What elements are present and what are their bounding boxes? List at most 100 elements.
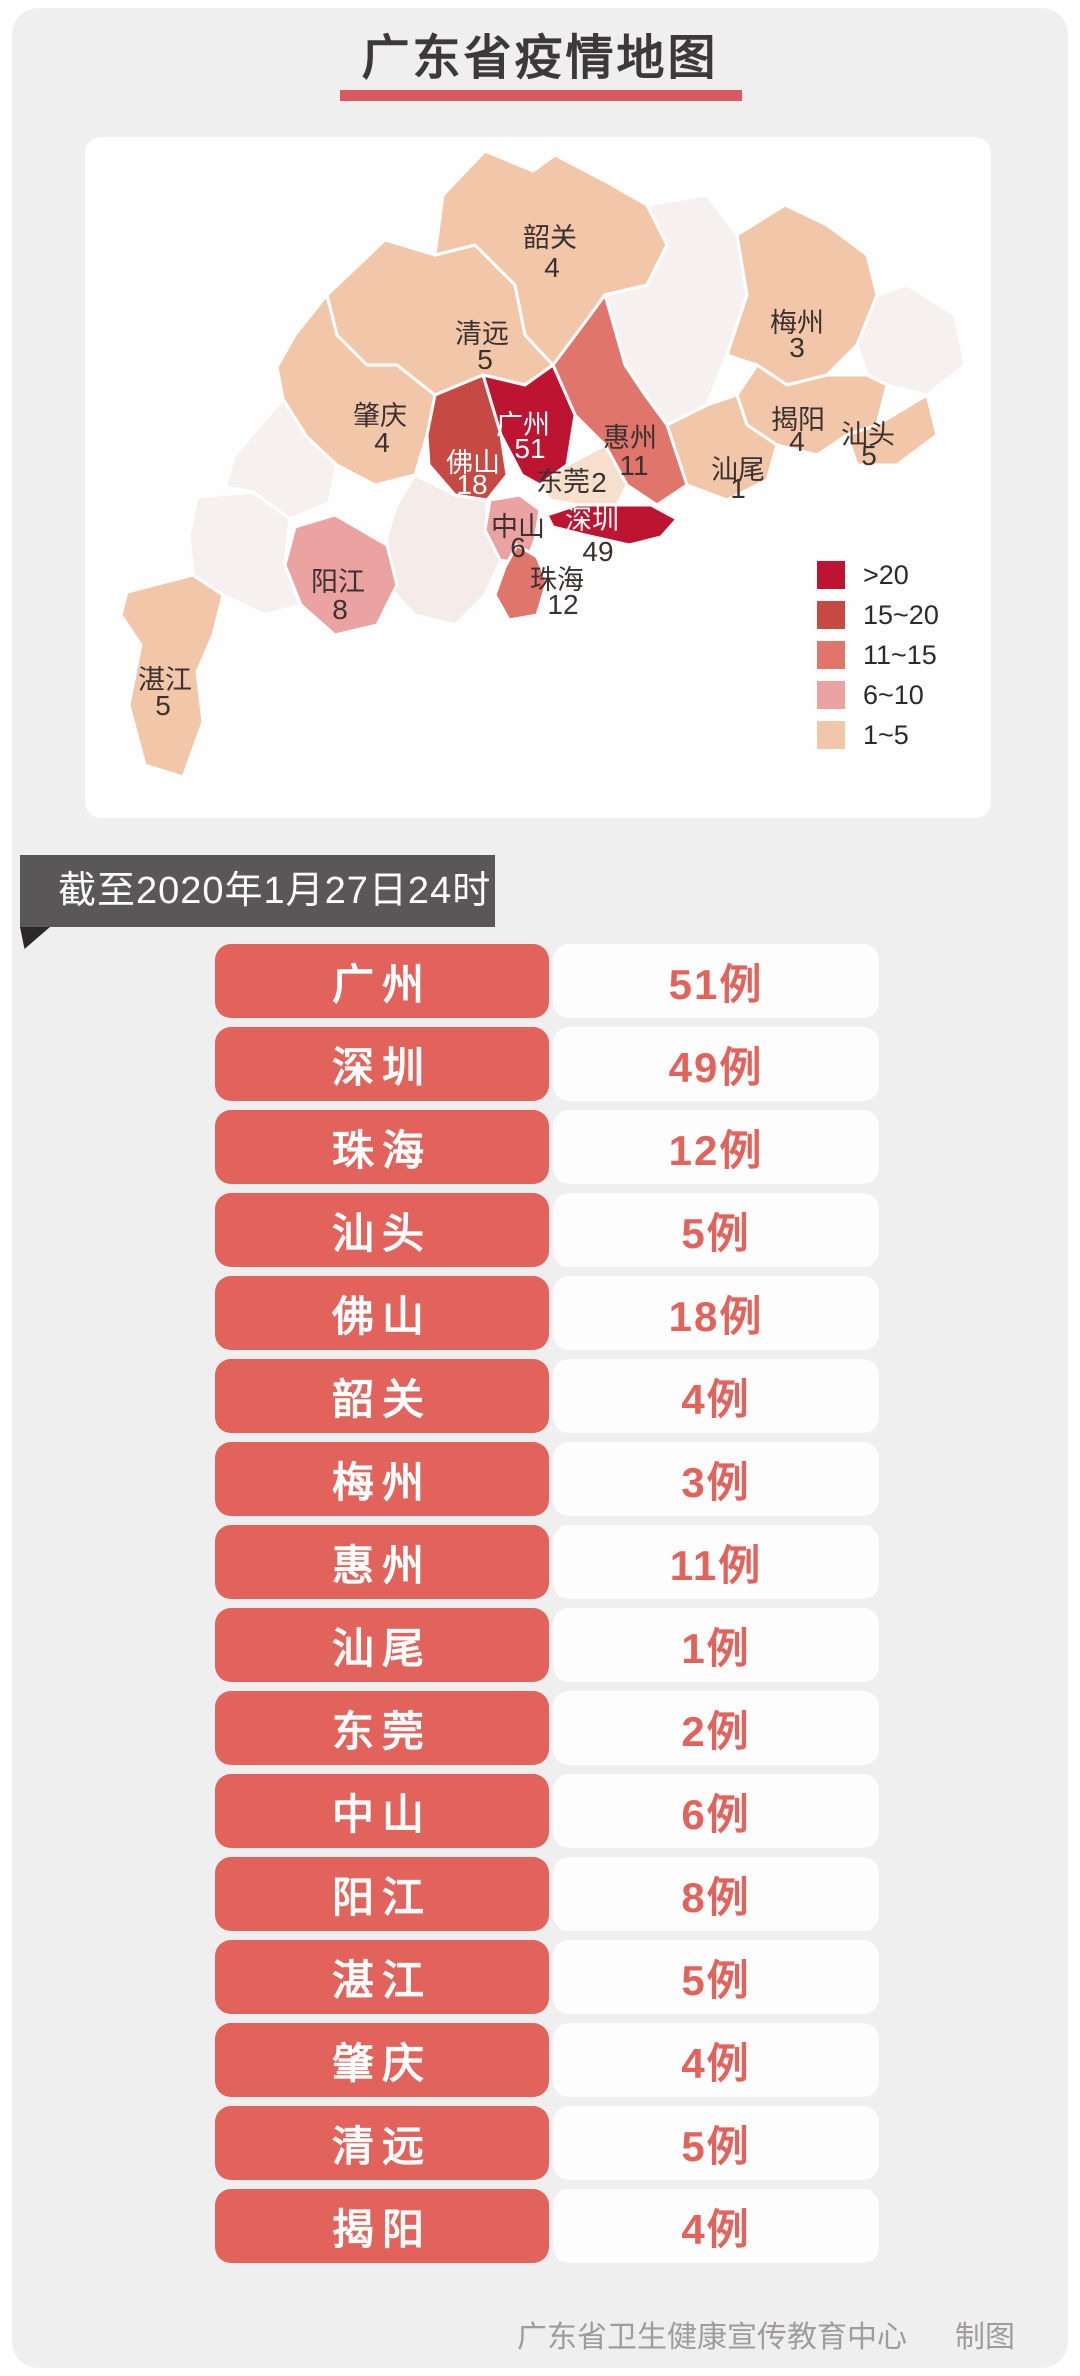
map-label-guangzhou: 广州 <box>496 410 550 440</box>
legend-swatch-15-20 <box>817 601 845 629</box>
map-region-zhongshan <box>483 493 542 567</box>
map-value-jieyang: 4 <box>789 426 805 457</box>
footer-credit: 广东省卫生健康宣传教育中心 制图 <box>517 2312 1015 2356</box>
city-cell: 惠州 <box>215 1525 549 1599</box>
table-row: 揭阳 4例 <box>215 2189 879 2263</box>
count-cell: 4例 <box>553 2023 879 2097</box>
cases-table: 广州 51例 深圳 49例 珠海 12例 汕头 5例 佛山 18例 韶关 4例 … <box>215 944 879 2272</box>
map-label-dongguan: 东莞 <box>536 467 590 497</box>
map-label-shanwei: 汕尾 <box>711 455 765 485</box>
maker-text: 制图 <box>955 2321 1015 2354</box>
legend-label: 1~5 <box>863 719 909 750</box>
city-cell: 韶关 <box>215 1359 549 1433</box>
map-value-meizhou: 3 <box>789 332 805 363</box>
city-cell: 梅州 <box>215 1442 549 1516</box>
map-region-zhuhai <box>493 543 549 622</box>
table-row: 珠海 12例 <box>215 1110 879 1184</box>
map-value-yangjiang: 8 <box>332 594 348 625</box>
count-cell: 11例 <box>553 1525 879 1599</box>
table-row: 汕尾 1例 <box>215 1608 879 1682</box>
legend-label: >20 <box>863 559 909 590</box>
map-value-shenzhen: 49 <box>582 536 613 567</box>
table-row: 东莞 2例 <box>215 1691 879 1765</box>
city-cell: 广州 <box>215 944 549 1018</box>
map-card: 韶关 4 清远 5 肇庆 4 梅州 3 揭阳 4 汕头 5 汕尾 1 阳江 8 … <box>85 137 991 818</box>
map-label-jieyang: 揭阳 <box>771 405 825 435</box>
table-row: 深圳 49例 <box>215 1027 879 1101</box>
date-banner: 截至2020年1月27日24时 <box>20 855 495 927</box>
map-value-shaoguan: 4 <box>544 252 560 283</box>
legend-item: 11~15 <box>817 639 939 670</box>
table-row: 韶关 4例 <box>215 1359 879 1433</box>
map-label-huizhou: 惠州 <box>603 423 657 453</box>
map-region-meizhou <box>725 203 879 387</box>
map-label-shenzhen: 深圳 <box>565 505 619 535</box>
map-value-dongguan: 2 <box>591 467 607 498</box>
count-cell: 1例 <box>553 1608 879 1682</box>
table-row: 湛江 5例 <box>215 1940 879 2014</box>
count-cell: 5例 <box>553 2106 879 2180</box>
map-label-qingyuan: 清远 <box>455 319 509 349</box>
city-cell: 湛江 <box>215 1940 549 2014</box>
count-cell: 5例 <box>553 1193 879 1267</box>
count-cell: 8例 <box>553 1857 879 1931</box>
table-row: 梅州 3例 <box>215 1442 879 1516</box>
map-label-zhuhai: 珠海 <box>530 565 584 595</box>
legend-item: 15~20 <box>817 599 939 630</box>
city-cell: 汕尾 <box>215 1608 549 1682</box>
city-cell: 东莞 <box>215 1691 549 1765</box>
map-legend: >20 15~20 11~15 6~10 1~5 <box>817 559 939 761</box>
legend-swatch-6-10 <box>817 681 845 709</box>
city-cell: 阳江 <box>215 1857 549 1931</box>
map-value-foshan: 18 <box>456 469 487 500</box>
map-label-yangjiang: 阳江 <box>311 567 365 597</box>
legend-swatch-1-5 <box>817 721 845 749</box>
map-value-huizhou: 11 <box>619 450 648 481</box>
city-cell: 肇庆 <box>215 2023 549 2097</box>
map-label-zhaoqing: 肇庆 <box>353 401 407 431</box>
map-label-foshan: 佛山 <box>446 448 500 478</box>
count-cell: 4例 <box>553 2189 879 2263</box>
city-cell: 汕头 <box>215 1193 549 1267</box>
count-cell: 51例 <box>553 944 879 1018</box>
city-cell: 佛山 <box>215 1276 549 1350</box>
legend-label: 15~20 <box>863 599 939 630</box>
map-value-qingyuan: 5 <box>477 344 493 375</box>
city-cell: 中山 <box>215 1774 549 1848</box>
count-cell: 6例 <box>553 1774 879 1848</box>
map-value-shanwei: 1 <box>730 473 746 504</box>
map-label-shaoguan: 韶关 <box>523 223 577 253</box>
table-row: 惠州 11例 <box>215 1525 879 1599</box>
count-cell: 3例 <box>553 1442 879 1516</box>
count-cell: 49例 <box>553 1027 879 1101</box>
map-value-zhuhai: 12 <box>547 589 578 620</box>
table-row: 清远 5例 <box>215 2106 879 2180</box>
map-region-dongguan <box>538 443 629 507</box>
legend-item: 1~5 <box>817 719 939 750</box>
map-label-zhanjiang: 湛江 <box>138 665 192 695</box>
count-cell: 5例 <box>553 1940 879 2014</box>
table-row: 佛山 18例 <box>215 1276 879 1350</box>
table-row: 汕头 5例 <box>215 1193 879 1267</box>
map-label-meizhou: 梅州 <box>770 308 824 338</box>
map-region-foshan <box>425 373 509 502</box>
map-value-zhaoqing: 4 <box>374 427 390 458</box>
count-cell: 18例 <box>553 1276 879 1350</box>
credit-text: 广东省卫生健康宣传教育中心 <box>517 2321 907 2354</box>
table-row: 阳江 8例 <box>215 1857 879 1931</box>
city-cell: 深圳 <box>215 1027 549 1101</box>
legend-label: 11~15 <box>863 639 937 670</box>
title-underline <box>340 90 742 101</box>
legend-label: 6~10 <box>863 679 924 710</box>
table-row: 肇庆 4例 <box>215 2023 879 2097</box>
city-cell: 珠海 <box>215 1110 549 1184</box>
map-region-yangjiang <box>283 513 399 637</box>
legend-item: >20 <box>817 559 939 590</box>
map-value-zhanjiang: 5 <box>155 690 171 721</box>
count-cell: 12例 <box>553 1110 879 1184</box>
city-cell: 清远 <box>215 2106 549 2180</box>
map-value-guangzhou: 51 <box>514 433 545 464</box>
map-label-zhongshan: 中山 <box>491 512 545 542</box>
map-value-zhongshan: 6 <box>510 532 526 563</box>
